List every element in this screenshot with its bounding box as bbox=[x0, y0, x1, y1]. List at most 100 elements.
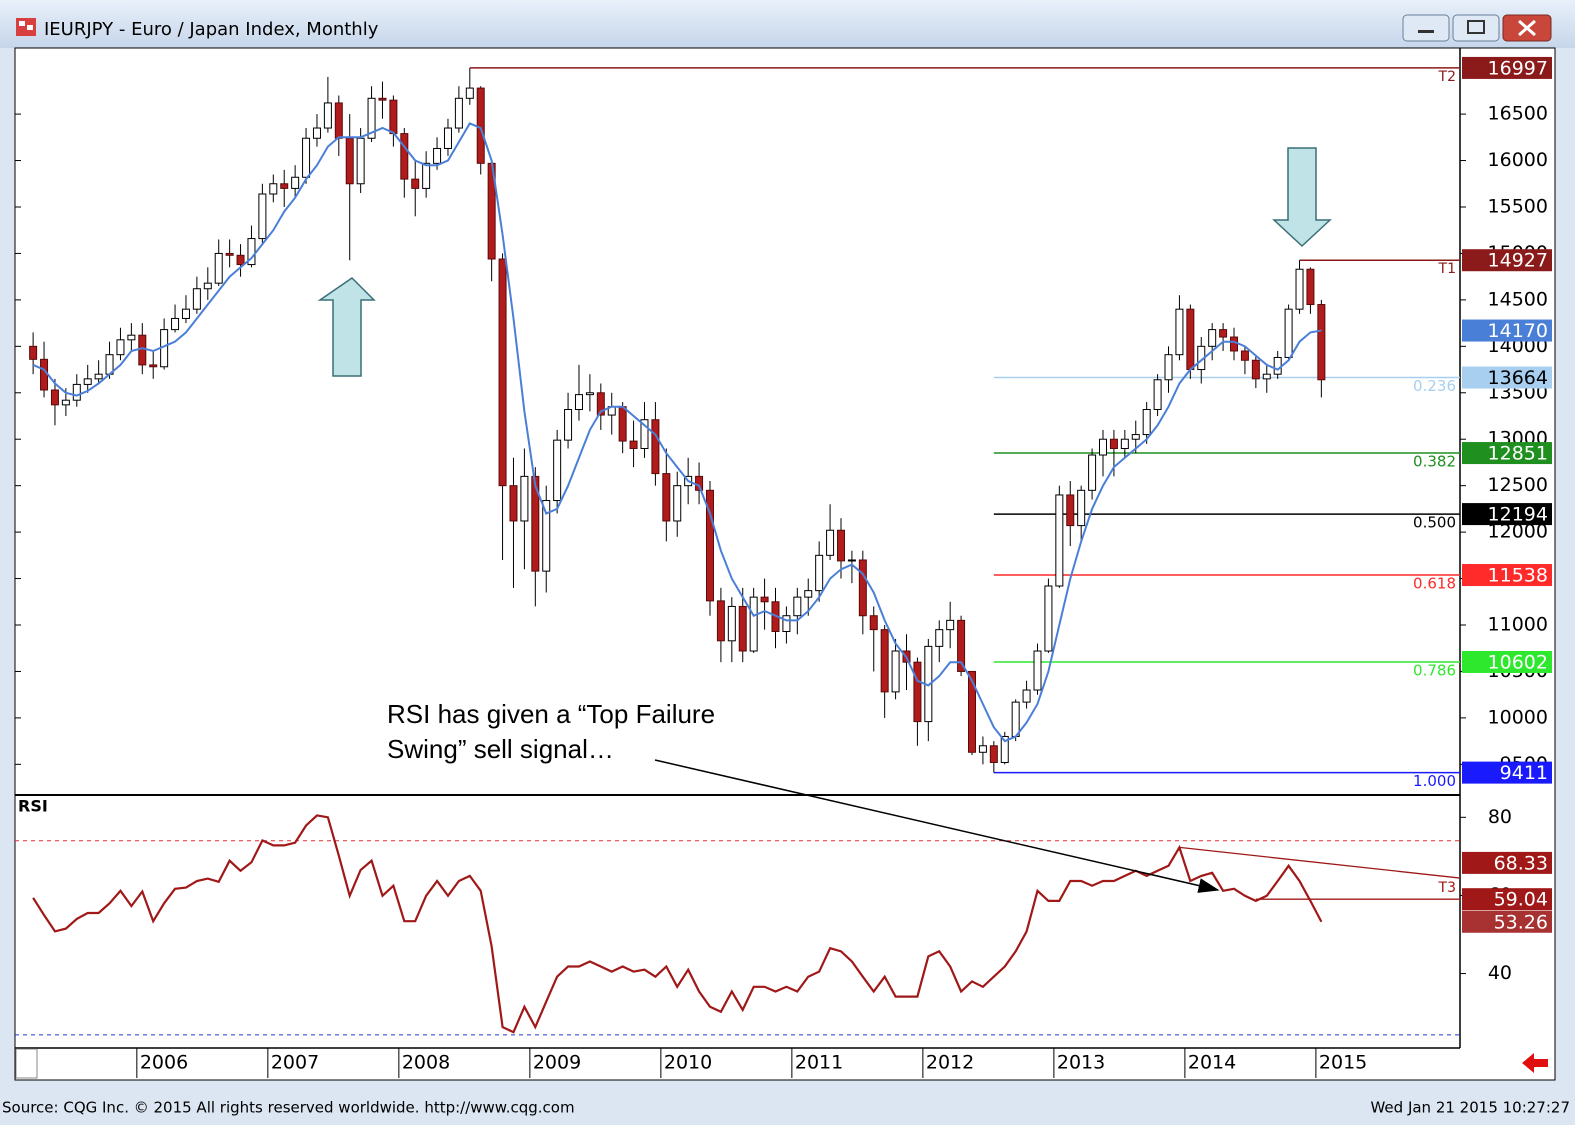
candle-body bbox=[1044, 585, 1053, 652]
candle-body bbox=[1022, 689, 1031, 703]
chart-area bbox=[14, 47, 1556, 1081]
value-box bbox=[1462, 761, 1552, 784]
rsi-line bbox=[32, 814, 1323, 1034]
fib-label: 0.500 bbox=[1413, 514, 1456, 532]
candle-body bbox=[836, 529, 845, 562]
candle-body bbox=[1284, 308, 1293, 358]
candle-body bbox=[1011, 701, 1020, 737]
candle-body bbox=[1262, 373, 1271, 380]
candle-body bbox=[323, 102, 332, 129]
candle-body bbox=[1055, 494, 1064, 587]
level-label: T1 bbox=[1438, 261, 1456, 277]
candle-body bbox=[50, 389, 59, 406]
candle-body bbox=[869, 615, 878, 631]
candle-body bbox=[181, 308, 190, 319]
candle-body bbox=[1240, 350, 1249, 361]
candle-body bbox=[574, 394, 583, 410]
candle-body bbox=[946, 619, 955, 631]
candle-body bbox=[1120, 438, 1129, 450]
candle-body bbox=[116, 339, 125, 356]
footer-timestamp: Wed Jan 21 2015 10:27:27 bbox=[1370, 1099, 1570, 1117]
moving-average bbox=[32, 122, 1322, 743]
value-box-label: 68.33 bbox=[1494, 852, 1548, 874]
candle-body bbox=[596, 392, 605, 416]
scroll-arrow[interactable] bbox=[1522, 1053, 1548, 1073]
candle-body bbox=[716, 600, 725, 642]
close-button[interactable] bbox=[1502, 14, 1552, 42]
candle-body bbox=[312, 127, 321, 139]
value-box bbox=[1462, 366, 1552, 389]
candle-body bbox=[793, 596, 802, 617]
level-label: T3 bbox=[1438, 880, 1456, 896]
plot: 2006 2007 2008 2009 2010 2011 2012 2013 2014 2015… bbox=[15, 56, 1552, 1078]
candle-body bbox=[640, 419, 649, 450]
candle-body bbox=[61, 399, 70, 406]
x-tick-label: 2007 bbox=[271, 1052, 319, 1074]
scroll-box[interactable] bbox=[15, 1048, 38, 1079]
candle-body bbox=[727, 605, 736, 642]
candle-body bbox=[476, 87, 485, 164]
candle-body bbox=[138, 334, 147, 366]
y-tick-label: 80 bbox=[1488, 806, 1512, 828]
annotation: Swing” sell signal… bbox=[387, 734, 614, 764]
candle-body bbox=[531, 475, 540, 572]
x-tick-label: 2006 bbox=[140, 1052, 188, 1074]
candle-body bbox=[542, 500, 551, 572]
candle-body bbox=[378, 97, 387, 101]
candle-body bbox=[1306, 268, 1315, 306]
candle-body bbox=[1273, 356, 1282, 375]
candle-body bbox=[367, 97, 376, 139]
value-box bbox=[1462, 650, 1552, 673]
maximize-button[interactable] bbox=[1452, 14, 1500, 42]
value-box-label: 12851 bbox=[1488, 443, 1548, 465]
candle-body bbox=[29, 345, 38, 360]
candle-body bbox=[847, 559, 856, 562]
value-box-label: 16997 bbox=[1488, 57, 1548, 79]
candle-body bbox=[389, 99, 398, 135]
y-tick-label: 12000 bbox=[1488, 521, 1548, 543]
candle-body bbox=[629, 440, 638, 450]
y-tick-label: 16500 bbox=[1488, 103, 1548, 125]
candle-body bbox=[465, 87, 474, 99]
value-box-label: 12194 bbox=[1488, 504, 1548, 526]
title-bar bbox=[0, 0, 1575, 48]
minimize-button[interactable] bbox=[1402, 14, 1450, 42]
candle-body bbox=[127, 334, 136, 341]
candle-body bbox=[302, 137, 311, 178]
candle-body bbox=[149, 364, 158, 368]
level-label: T2 bbox=[1438, 69, 1456, 85]
y-tick-label: 14500 bbox=[1488, 288, 1548, 310]
candle-body bbox=[1109, 438, 1118, 450]
candle-body bbox=[662, 473, 671, 522]
candle-body bbox=[891, 650, 900, 693]
value-box bbox=[1462, 56, 1552, 79]
candle-body bbox=[171, 317, 180, 331]
candle-body bbox=[978, 745, 987, 753]
app-icon bbox=[16, 18, 36, 36]
candle-body bbox=[280, 183, 289, 189]
candle-body bbox=[236, 254, 245, 266]
candle-body bbox=[760, 596, 769, 603]
candle-body bbox=[989, 745, 998, 763]
y-tick-label: 12500 bbox=[1488, 474, 1548, 496]
candle-body bbox=[520, 475, 529, 522]
rsi-trendline bbox=[1179, 846, 1461, 879]
up-arrow bbox=[317, 277, 376, 377]
value-box-label: 14170 bbox=[1488, 320, 1548, 342]
candle-body bbox=[705, 489, 714, 602]
value-box-label: 53.26 bbox=[1494, 911, 1548, 933]
candle-body bbox=[1295, 268, 1304, 310]
x-tick-label: 2009 bbox=[533, 1052, 581, 1074]
candle-body bbox=[509, 485, 518, 522]
x-tick-label: 2011 bbox=[795, 1052, 843, 1074]
value-box bbox=[1462, 442, 1552, 465]
candle-body bbox=[83, 378, 92, 385]
candle-body bbox=[1099, 438, 1108, 456]
candle-body bbox=[291, 176, 300, 189]
x-tick-label: 2015 bbox=[1319, 1052, 1367, 1074]
panel-title: RSI bbox=[18, 797, 48, 816]
value-box-label: 11538 bbox=[1488, 565, 1548, 587]
value-box bbox=[1462, 564, 1552, 587]
x-tick-label: 2010 bbox=[664, 1052, 712, 1074]
